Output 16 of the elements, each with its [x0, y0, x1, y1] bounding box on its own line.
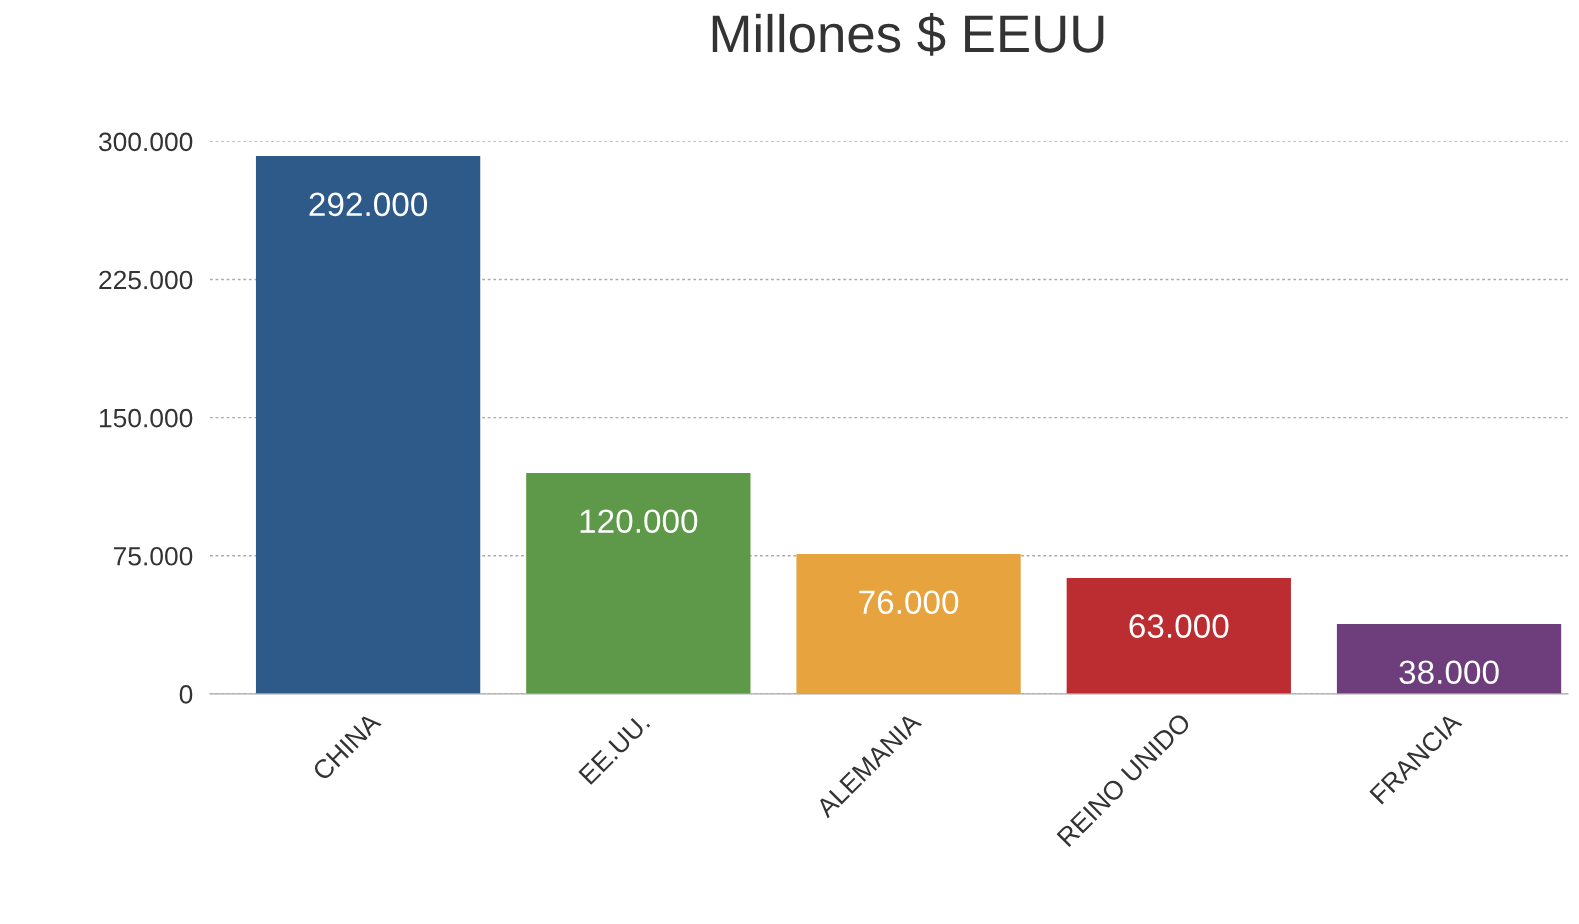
data-label: 38.000	[1399, 660, 1499, 685]
data-label: 76.000	[859, 590, 959, 615]
bar	[1066, 577, 1291, 694]
bar	[1336, 623, 1562, 694]
y-tick-label: 225.000	[99, 270, 193, 290]
y-tick-label: 0	[179, 685, 193, 704]
bar	[796, 553, 1021, 694]
bar	[526, 472, 751, 694]
bar	[255, 156, 481, 694]
y-tick-label: 300.000	[98, 132, 193, 152]
data-label: 63.000	[1129, 614, 1229, 638]
data-label: 292.000	[309, 192, 428, 217]
data-label: 120.000	[580, 509, 698, 533]
y-tick-label: 150.000	[99, 408, 193, 428]
chart-title: Millones $ EEUU	[712, 13, 1104, 56]
y-tick-label: 75.000	[113, 546, 193, 566]
